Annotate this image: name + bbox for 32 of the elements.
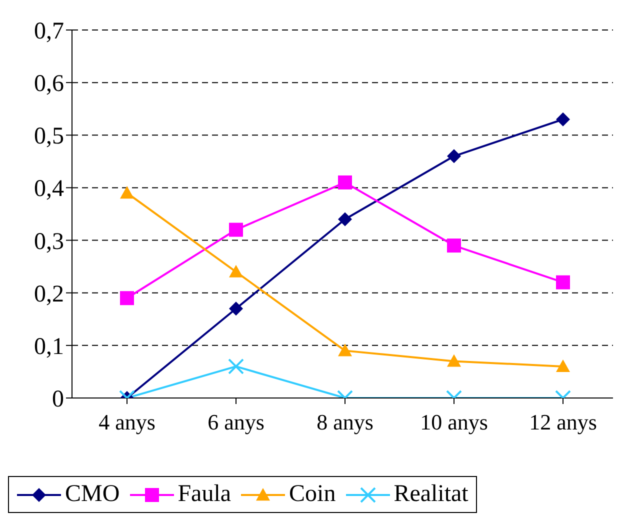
y-tick-label: 0,2	[34, 281, 64, 308]
x-tick-label: 8 anys	[316, 410, 374, 435]
point	[229, 264, 243, 278]
point	[338, 212, 352, 226]
point	[120, 186, 134, 199]
y-tick-label: 0	[52, 386, 64, 413]
legend-label: CMO	[65, 481, 120, 508]
y-tick-label: 0,6	[34, 71, 64, 98]
point	[556, 359, 570, 372]
legend-label: Faula	[178, 481, 232, 508]
legend-label: Coin	[289, 481, 336, 508]
point	[556, 112, 570, 126]
point	[338, 344, 352, 356]
point	[229, 302, 243, 316]
y-tick-label: 0,3	[34, 228, 64, 255]
y-tick-label: 0,7	[34, 18, 64, 45]
x-tick-label: 10 anys	[420, 410, 488, 435]
x-tick-label: 6 anys	[208, 410, 264, 435]
legend-label: Realitat	[394, 481, 468, 508]
y-tick-label: 0,1	[34, 334, 64, 360]
point	[447, 354, 461, 367]
point	[338, 175, 352, 190]
point	[120, 291, 134, 306]
y-tick-label: 0,4	[34, 176, 64, 202]
point	[447, 149, 461, 164]
point	[556, 275, 570, 290]
x-tick-label: 4 anys	[98, 410, 156, 435]
point	[447, 238, 461, 253]
x-tick-label: 12 anys	[529, 410, 597, 435]
y-tick-label: 0,5	[34, 124, 64, 150]
point	[229, 222, 243, 237]
point	[228, 358, 244, 374]
